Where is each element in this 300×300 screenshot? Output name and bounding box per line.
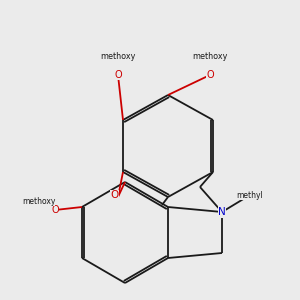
Text: methoxy: methoxy <box>100 52 136 61</box>
Text: O: O <box>110 190 118 200</box>
Text: O: O <box>51 205 59 215</box>
Text: methyl: methyl <box>258 192 263 193</box>
Text: methyl: methyl <box>237 190 263 200</box>
Text: O: O <box>114 70 122 80</box>
Text: O: O <box>206 70 214 80</box>
Text: methoxy: methoxy <box>22 197 55 206</box>
Text: N: N <box>218 207 226 217</box>
Text: methoxy: methoxy <box>192 52 228 61</box>
